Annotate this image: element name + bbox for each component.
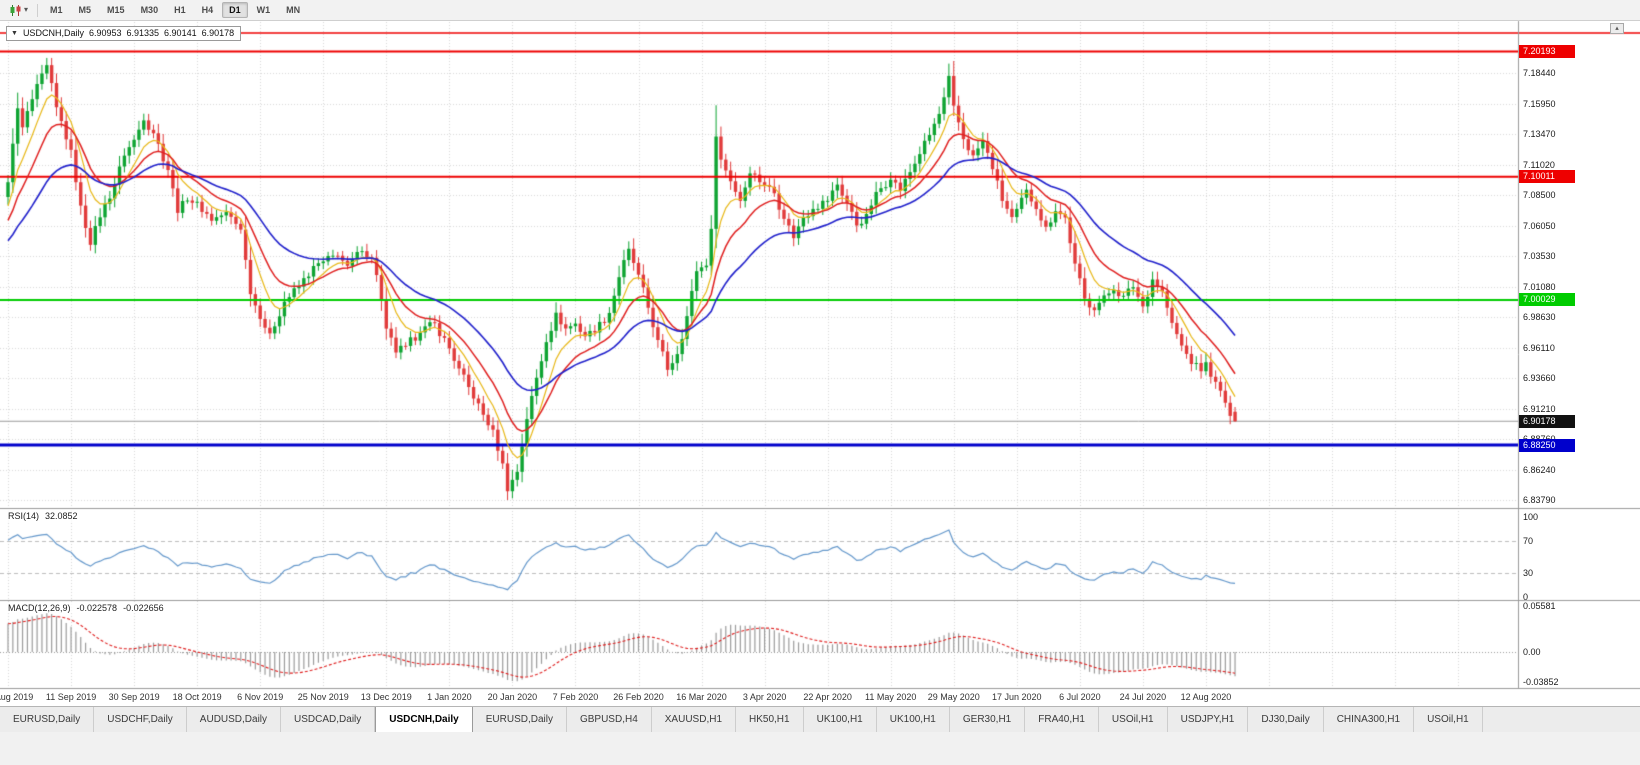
price-axis-label: 6.86240 xyxy=(1523,464,1556,475)
rsi-scale-label: 0 xyxy=(1523,592,1529,602)
timeframe-button-group: M1 M5 M15 M30 H1 H4 D1 W1 MN xyxy=(43,2,307,18)
chart-tab-3-usdcad-daily[interactable]: USDCAD,Daily xyxy=(281,707,376,732)
price-axis-label: 6.98630 xyxy=(1523,312,1556,322)
macd-value-signal: -0.022656 xyxy=(123,603,164,613)
date-axis-label: 17 Jun 2020 xyxy=(992,692,1042,702)
price-axis-label: 6.93660 xyxy=(1523,373,1556,383)
date-axis-label: 11 Sep 2019 xyxy=(45,692,97,702)
chart-tab-0-eurusd-daily[interactable]: EURUSD,Daily xyxy=(0,707,95,732)
price-axis-label: 6.91210 xyxy=(1523,403,1556,414)
date-axis-label: 12 Aug 2020 xyxy=(1180,692,1232,702)
price-axis-label: 7.15950 xyxy=(1523,98,1556,109)
macd-label: MACD(12,26,9) -0.022578 -0.022656 xyxy=(6,603,166,613)
chart-tab-15-dj30-daily[interactable]: DJ30,Daily xyxy=(1248,707,1324,732)
price-axis-label: 7.11020 xyxy=(1523,159,1555,170)
ohlc-open: 6.90953 xyxy=(88,28,122,38)
date-axis-label: 7 Feb 2020 xyxy=(552,692,599,702)
timeframe-button-m15[interactable]: M15 xyxy=(107,5,125,15)
chart-tab-bar: EURUSD,Daily USDCHF,Daily AUDUSD,Daily USDC… xyxy=(0,706,1640,732)
date-axis-label: 30 Sep 2019 xyxy=(108,692,160,702)
macd-scale-label: 0.05581 xyxy=(1523,600,1556,611)
timeframe-button-mn[interactable]: MN xyxy=(286,5,301,15)
date-axis-label: 13 Dec 2019 xyxy=(360,692,412,702)
date-axis-label: 20 Jan 2020 xyxy=(487,692,538,702)
chart-tab-14-usdjpy-h1[interactable]: USDJPY,H1 xyxy=(1167,707,1249,732)
chart-tab-11-ger30-h1[interactable]: GER30,H1 xyxy=(949,707,1026,732)
ohlc-close: 6.90178 xyxy=(201,28,235,38)
chart-tab-12-fra40-h1[interactable]: FRA40,H1 xyxy=(1025,707,1099,732)
date-axis-label: 6 Jul 2020 xyxy=(1059,692,1101,702)
date-axis-label: 25 Nov 2019 xyxy=(297,692,349,702)
rsi-name: RSI(14) xyxy=(8,511,40,521)
ohlc-info-box: ▼ USDCNH,Daily 6.90953 6.91335 6.90141 6… xyxy=(6,26,242,41)
price-axis-label: 7.13470 xyxy=(1523,129,1556,139)
ohlc-low: 6.90141 xyxy=(164,28,197,38)
price-axis-label: 7.01080 xyxy=(1523,281,1556,292)
price-axis-label: 6.96110 xyxy=(1523,342,1555,353)
bid-price-badge: 6.90178 xyxy=(1519,414,1575,428)
timeframe-button-d1[interactable]: D1 xyxy=(222,2,248,18)
chart-tab-10-uk100-h1[interactable]: UK100,H1 xyxy=(876,707,950,732)
toolbar-separator xyxy=(37,3,39,17)
chart-scroll-up-button[interactable]: ▴ xyxy=(1610,23,1624,34)
chart-type-button[interactable]: ▾ xyxy=(5,3,32,18)
date-axis-label: 6 Nov 2019 xyxy=(237,692,284,702)
chart-tab-1-usdchf-daily[interactable]: USDCHF,Daily xyxy=(94,707,187,732)
rsi-scale-label: 70 xyxy=(1523,536,1534,546)
timeframe-button-m1[interactable]: M1 xyxy=(50,5,63,15)
timeframe-button-m5[interactable]: M5 xyxy=(78,5,92,15)
macd-value-main: -0.022578 xyxy=(76,603,118,613)
rsi-label: RSI(14) 32.0852 xyxy=(6,511,80,521)
price-axis-label: 6.83790 xyxy=(1523,495,1556,505)
date-axis-label: 22 Apr 2020 xyxy=(803,692,852,702)
chart-tab-9-uk100-h1[interactable]: UK100,H1 xyxy=(803,707,877,732)
chart-tab-5-eurusd-daily[interactable]: EURUSD,Daily xyxy=(472,707,567,732)
date-axis-label: 29 May 2020 xyxy=(927,692,980,702)
chart-symbol-period: USDCNH,Daily xyxy=(22,28,84,38)
chart-tab-2-audusd-daily[interactable]: AUDUSD,Daily xyxy=(186,707,282,732)
ohlc-high: 6.91335 xyxy=(126,28,160,38)
price-line-badge: 7.10011 xyxy=(1519,170,1575,184)
rsi-scale-label: 100 xyxy=(1523,512,1539,522)
price-line-badge: 7.00029 xyxy=(1519,293,1575,307)
price-line-badge: 6.88250 xyxy=(1519,438,1575,452)
date-axis-label: 11 May 2020 xyxy=(865,692,917,702)
date-axis-label: 24 Jul 2020 xyxy=(1119,692,1167,702)
date-axis-label: 18 Oct 2019 xyxy=(172,692,222,702)
chart-tab-13-usoil-h1[interactable]: USOil,H1 xyxy=(1098,707,1168,732)
timeframe-button-m30[interactable]: M30 xyxy=(140,5,159,15)
macd-scale-label: -0.03852 xyxy=(1523,677,1559,687)
rsi-scale-label: 30 xyxy=(1523,568,1534,578)
chart-tab-6-gbpusd-h4[interactable]: GBPUSD,H4 xyxy=(566,707,652,732)
date-axis-label: 16 Mar 2020 xyxy=(676,692,727,702)
chart-tab-16-china300-h1[interactable]: CHINA300,H1 xyxy=(1323,707,1415,732)
macd-scale-label: 0.00 xyxy=(1523,647,1541,657)
chart-tab-4-usdcnh-daily[interactable]: USDCNH,Daily xyxy=(375,707,473,732)
price-axis-label: 7.03530 xyxy=(1523,251,1556,261)
chart-tab-17-usoil-h1[interactable]: USOil,H1 xyxy=(1414,707,1483,732)
price-line-badge: 7.20193 xyxy=(1519,44,1575,58)
candlestick-chart-icon xyxy=(10,4,21,16)
chevron-down-icon: ▾ xyxy=(24,5,29,14)
marker-down-icon: ▼ xyxy=(11,29,18,37)
date-axis-label: 23 Aug 2019 xyxy=(0,692,34,702)
macd-name: MACD(12,26,9) xyxy=(8,603,71,613)
timeframe-button-h1[interactable]: H1 xyxy=(174,5,186,15)
status-bar xyxy=(0,732,1640,765)
date-axis-label: 3 Apr 2020 xyxy=(742,692,787,702)
price-axis-label: 7.08500 xyxy=(1523,190,1556,200)
date-axis-label: 26 Feb 2020 xyxy=(613,692,664,702)
price-axis-label: 7.18440 xyxy=(1523,68,1556,78)
price-axis-label: 7.06050 xyxy=(1523,220,1556,231)
toolbar: ▾ M1 M5 M15 M30 H1 H4 D1 W1 MN xyxy=(0,0,1640,21)
chart-tab-7-xauusd-h1[interactable]: XAUUSD,H1 xyxy=(651,707,737,732)
timeframe-button-w1[interactable]: W1 xyxy=(256,5,271,15)
rsi-value: 32.0852 xyxy=(45,511,78,521)
chart-tab-8-hk50-h1[interactable]: HK50,H1 xyxy=(736,707,804,732)
timeframe-button-h4[interactable]: H4 xyxy=(201,5,214,15)
date-axis-label: 1 Jan 2020 xyxy=(427,692,472,702)
